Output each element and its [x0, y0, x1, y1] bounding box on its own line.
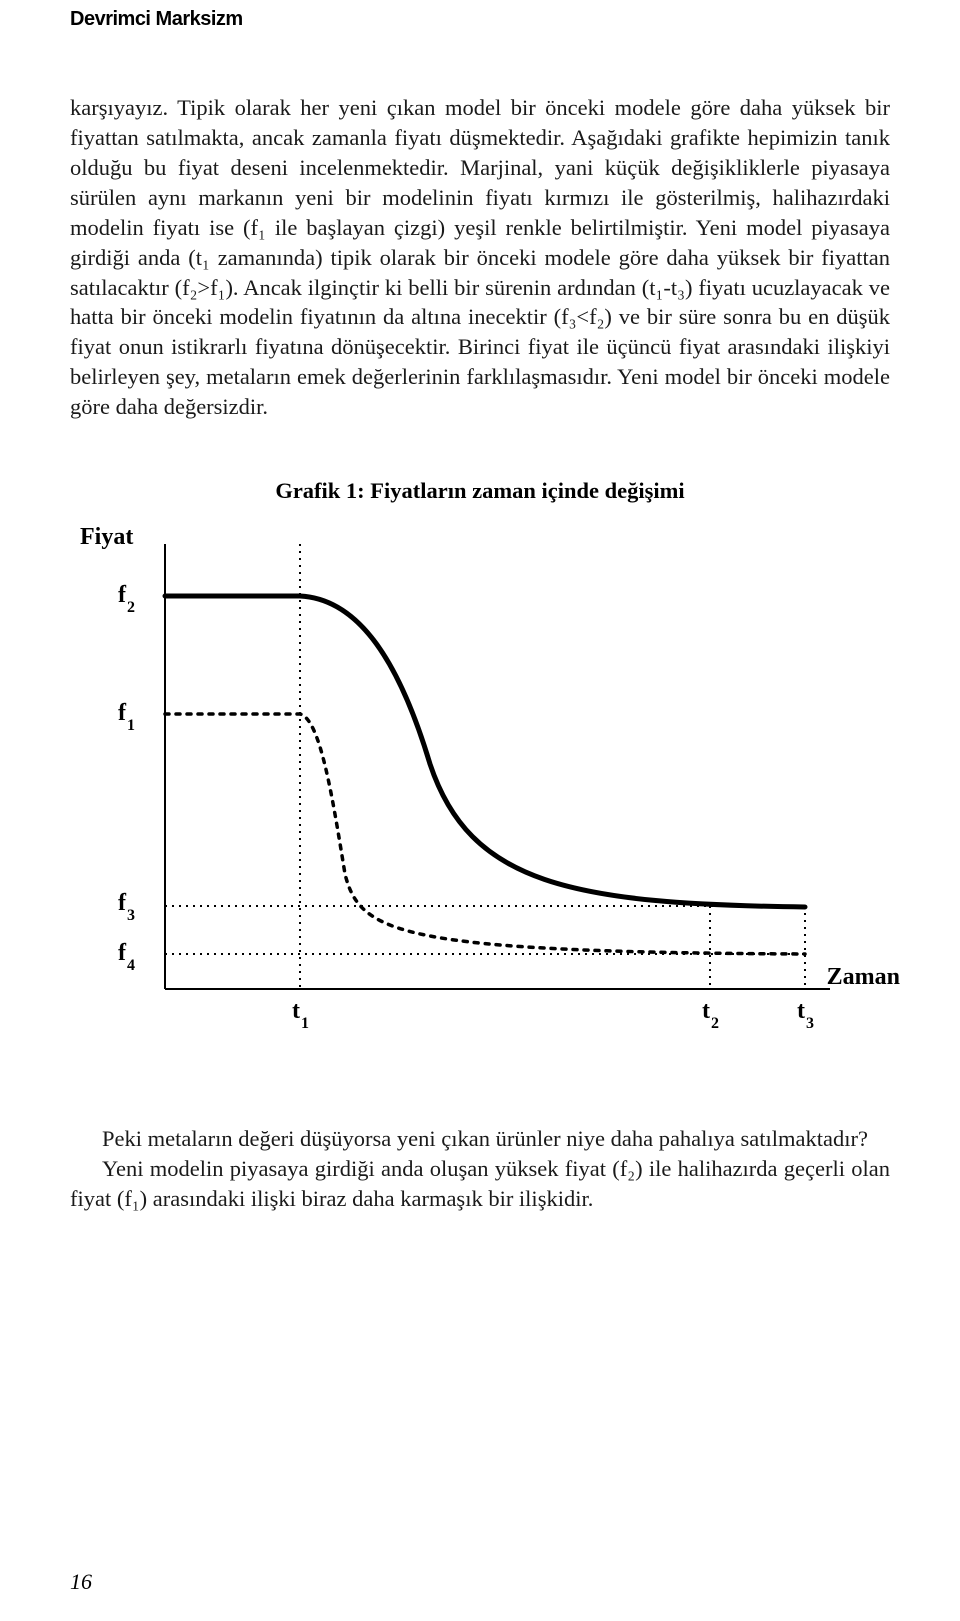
price-time-chart: Fiyat f2 f1 f3 f4 t1 t2 t3 Zaman — [70, 514, 890, 1054]
footer-paragraph-2: Yeni modelin piyasaya girdiği anda oluşa… — [70, 1154, 890, 1214]
series-new-model — [165, 596, 805, 907]
x-tick-t2: t2 — [702, 998, 719, 1025]
chart-svg — [70, 514, 890, 1054]
chart-title: Grafik 1: Fiyatların zaman içinde değişi… — [70, 478, 890, 504]
x-axis-label: Zaman — [827, 964, 900, 991]
footer-paragraph-1: Peki metaların değeri düşüyorsa yeni çık… — [70, 1124, 890, 1154]
journal-header: Devrimci Marksizm — [70, 0, 890, 31]
y-tick-f1: f1 — [118, 700, 135, 727]
footer-paragraphs: Peki metaların değeri düşüyorsa yeni çık… — [70, 1124, 890, 1214]
y-tick-f4: f4 — [118, 940, 135, 967]
y-tick-f2: f2 — [118, 582, 135, 609]
series-previous-model — [165, 714, 805, 954]
page-number: 16 — [70, 1569, 92, 1595]
x-tick-t3: t3 — [797, 998, 814, 1025]
y-tick-f3: f3 — [118, 890, 135, 917]
main-paragraph: karşıyayız. Tipik olarak her yeni çıkan … — [70, 93, 890, 422]
x-tick-t1: t1 — [292, 998, 309, 1025]
